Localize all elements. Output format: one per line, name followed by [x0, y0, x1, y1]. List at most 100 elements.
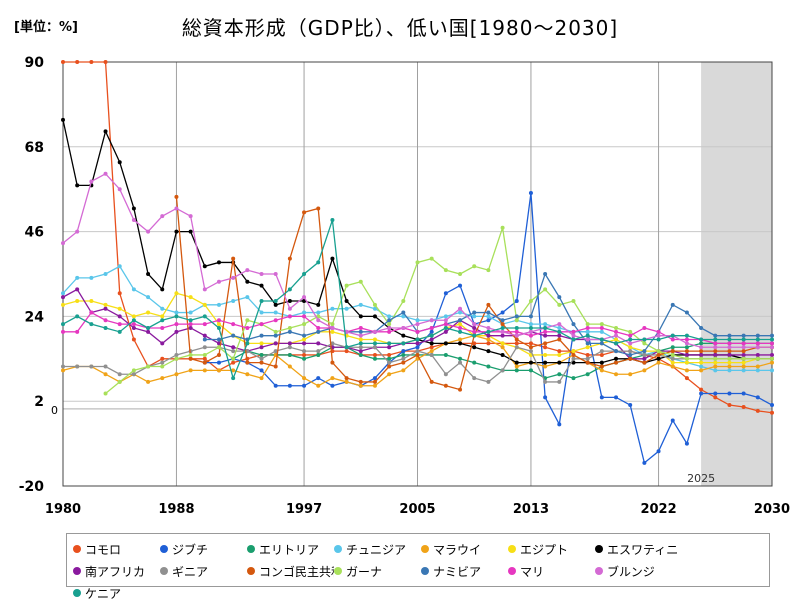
- data-point: [670, 345, 675, 350]
- data-point: [174, 352, 179, 357]
- data-point: [103, 306, 108, 311]
- data-point: [160, 364, 165, 369]
- data-point: [160, 360, 165, 365]
- data-point: [216, 325, 221, 330]
- data-point: [415, 260, 420, 265]
- data-point: [557, 329, 562, 334]
- data-point: [302, 337, 307, 342]
- data-point: [528, 325, 533, 330]
- data-point: [61, 368, 65, 373]
- data-point: [259, 272, 264, 276]
- data-point: [514, 345, 519, 350]
- data-point: [614, 356, 619, 361]
- data-point: [514, 368, 519, 373]
- data-point: [486, 333, 491, 338]
- data-point: [202, 322, 207, 327]
- data-point: [245, 360, 250, 365]
- data-point: [670, 360, 675, 365]
- data-point: [174, 291, 179, 296]
- data-point: [174, 194, 179, 199]
- data-point: [443, 322, 448, 327]
- data-point: [330, 218, 335, 223]
- legend-label: ケニア: [85, 586, 122, 601]
- data-point: [699, 356, 704, 361]
- data-point: [557, 379, 562, 384]
- data-point: [684, 341, 689, 346]
- data-point: [543, 364, 548, 369]
- data-point: [75, 364, 80, 369]
- data-point: [245, 279, 250, 284]
- data-point: [330, 322, 335, 327]
- data-point: [302, 356, 307, 361]
- data-point: [585, 356, 590, 361]
- data-point: [571, 349, 576, 354]
- data-point: [259, 333, 264, 338]
- data-point: [472, 329, 477, 334]
- data-point: [741, 404, 746, 409]
- data-point: [387, 322, 392, 327]
- data-point: [316, 376, 321, 381]
- data-point: [727, 352, 732, 357]
- data-point: [472, 376, 477, 381]
- data-point: [387, 341, 392, 346]
- data-point: [231, 333, 236, 338]
- data-point: [713, 352, 718, 357]
- data-point: [387, 364, 392, 369]
- data-point: [89, 322, 94, 327]
- data-point: [528, 329, 533, 334]
- data-point: [557, 302, 562, 307]
- data-point: [500, 322, 505, 327]
- data-point: [628, 329, 633, 334]
- data-point: [500, 368, 505, 373]
- data-point: [372, 379, 377, 384]
- data-point: [61, 117, 65, 122]
- data-point: [302, 272, 307, 276]
- data-point: [117, 322, 122, 327]
- forecast-label: 2025: [687, 472, 715, 485]
- data-point: [89, 310, 94, 315]
- data-point: [316, 325, 321, 330]
- legend-marker-icon: [160, 567, 168, 575]
- data-point: [89, 60, 94, 64]
- data-point: [61, 364, 65, 369]
- data-point: [273, 383, 278, 388]
- data-point: [372, 356, 377, 361]
- data-point: [543, 333, 548, 338]
- data-point: [713, 360, 718, 365]
- data-point: [571, 329, 576, 334]
- legend-marker-icon: [595, 567, 603, 575]
- data-point: [727, 345, 732, 350]
- legend-marker-icon: [160, 545, 168, 553]
- legend-marker-icon: [508, 545, 516, 553]
- legend-item: ギニア: [160, 560, 247, 582]
- data-point: [614, 395, 619, 400]
- data-point: [330, 256, 335, 261]
- data-point: [387, 345, 392, 350]
- data-point: [259, 360, 264, 365]
- data-point: [216, 360, 221, 365]
- data-point: [770, 352, 774, 357]
- data-point: [202, 302, 207, 307]
- data-point: [273, 333, 278, 338]
- data-point: [500, 325, 505, 330]
- data-point: [514, 325, 519, 330]
- data-point: [358, 314, 363, 319]
- data-point: [500, 341, 505, 346]
- data-point: [202, 352, 207, 357]
- data-point: [401, 314, 406, 319]
- data-point: [75, 275, 80, 280]
- data-point: [486, 314, 491, 319]
- data-point: [713, 391, 718, 396]
- series-ケニア: [61, 218, 774, 381]
- data-point: [146, 295, 151, 300]
- data-point: [614, 341, 619, 346]
- data-point: [302, 333, 307, 338]
- legend-marker-icon: [421, 545, 429, 553]
- data-point: [202, 368, 207, 373]
- data-point: [727, 356, 732, 361]
- legend-label: ジブチ: [172, 542, 209, 557]
- data-point: [599, 322, 604, 327]
- data-point: [103, 60, 108, 64]
- data-point: [330, 376, 335, 381]
- data-point: [245, 325, 250, 330]
